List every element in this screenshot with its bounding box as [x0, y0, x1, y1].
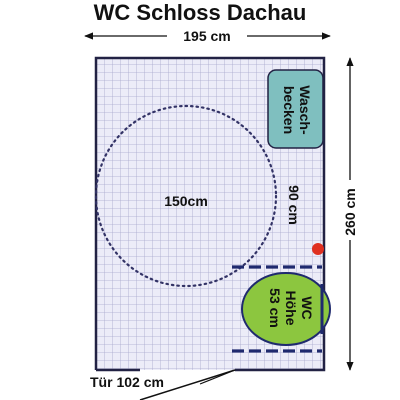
door-opening: [199, 369, 236, 385]
wc-label-line2: Höhe: [283, 291, 299, 326]
door-label: Tür 102 cm: [90, 374, 164, 390]
sink: [267, 69, 324, 149]
wc-label-line3: 53 cm: [267, 288, 283, 328]
width-label: 195 cm: [183, 28, 230, 44]
height-label: 260 cm: [342, 188, 358, 235]
room-walls: [94, 56, 326, 372]
diagram-title: WC Schloss Dachau: [94, 0, 307, 25]
turning-circle: [94, 104, 278, 288]
sink-label-line2: becken: [281, 86, 297, 134]
door-leaf: [139, 369, 236, 400]
side-clearance-label: 90 cm: [286, 185, 302, 225]
alarm-button: [312, 243, 324, 255]
wc-label-line1: WC: [299, 296, 315, 319]
turning-circle-label: 150cm: [164, 193, 208, 209]
wc-bowl: [241, 272, 331, 346]
sink-label-line1: Wasch-: [297, 85, 313, 135]
